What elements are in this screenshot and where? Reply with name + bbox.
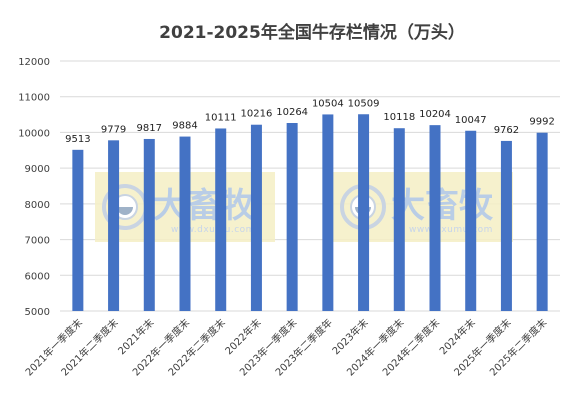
bar bbox=[108, 140, 120, 311]
data-labels: 9513 9779 9817 9884 10111 10216 10264 10504 1050… bbox=[65, 98, 555, 145]
y-axis-ticks: 5000 6000 7000 8000 9000 10000 11000 12000 bbox=[18, 57, 50, 318]
watermark-site: www.dxumu.com bbox=[171, 225, 255, 235]
data-label: 10111 bbox=[205, 112, 237, 123]
bar bbox=[215, 128, 227, 311]
bar bbox=[179, 136, 191, 311]
bar bbox=[393, 128, 405, 311]
category-label: 2024年二季度末 bbox=[380, 316, 443, 379]
data-label: 10504 bbox=[312, 98, 344, 109]
x-axis-category-labels: 2021年一季度末2021年二季度末2021年末2022年一季度末2022年二季… bbox=[22, 316, 549, 379]
category-label: 2021年二季度末 bbox=[58, 316, 121, 379]
bar bbox=[286, 123, 298, 311]
bars bbox=[72, 114, 548, 312]
y-tick-label: 6000 bbox=[25, 271, 50, 282]
y-tick-label: 9000 bbox=[25, 164, 50, 175]
bar bbox=[358, 114, 370, 311]
y-tick-label: 7000 bbox=[25, 236, 50, 247]
category-label: 2023年二季度年 bbox=[272, 316, 335, 379]
bar bbox=[250, 124, 262, 311]
data-label: 10204 bbox=[419, 109, 451, 120]
bar bbox=[143, 138, 155, 311]
y-tick-label: 8000 bbox=[25, 200, 50, 211]
data-label: 10216 bbox=[241, 109, 273, 120]
watermark-name: 大畜牧 bbox=[391, 186, 494, 226]
y-tick-label: 5000 bbox=[25, 307, 50, 318]
data-label: 10118 bbox=[383, 112, 415, 123]
bar bbox=[322, 114, 334, 311]
bar bbox=[429, 125, 441, 312]
data-label: 9817 bbox=[137, 123, 162, 134]
category-label: 2025年二季度末 bbox=[487, 316, 550, 379]
watermark-site: www.dxumu.com bbox=[409, 225, 493, 235]
y-tick-label: 10000 bbox=[18, 128, 50, 139]
data-label: 9992 bbox=[529, 117, 554, 128]
data-label: 9779 bbox=[101, 124, 126, 135]
category-label: 2022年二季度末 bbox=[165, 316, 228, 379]
data-label: 10047 bbox=[455, 115, 487, 126]
y-tick-label: 11000 bbox=[18, 93, 50, 104]
data-label: 9762 bbox=[494, 125, 519, 136]
y-tick-label: 12000 bbox=[18, 57, 50, 68]
bar bbox=[500, 140, 512, 311]
bar bbox=[465, 130, 477, 311]
data-label: 9884 bbox=[172, 121, 197, 132]
data-label: 9513 bbox=[65, 134, 90, 145]
bar bbox=[72, 149, 84, 311]
watermark-name: 大畜牧 bbox=[153, 186, 256, 226]
data-label: 10509 bbox=[348, 98, 380, 109]
data-label: 10264 bbox=[276, 107, 308, 118]
chart-title: 2021-2025年全国牛存栏情况（万头） bbox=[159, 22, 465, 43]
bar bbox=[536, 132, 548, 311]
